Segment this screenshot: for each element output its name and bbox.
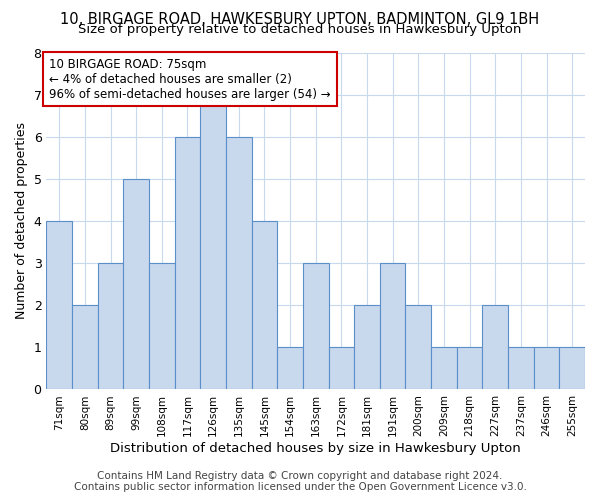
Bar (482, 305, 508, 390)
Bar (329, 348, 354, 390)
Bar (354, 305, 380, 390)
Bar (431, 348, 457, 390)
Bar (98, 263, 124, 390)
Bar (406, 305, 431, 390)
Text: Contains HM Land Registry data © Crown copyright and database right 2024.
Contai: Contains HM Land Registry data © Crown c… (74, 471, 526, 492)
Bar (46, 221, 72, 390)
Bar (559, 348, 585, 390)
Text: Size of property relative to detached houses in Hawkesbury Upton: Size of property relative to detached ho… (79, 22, 521, 36)
Bar (380, 263, 406, 390)
Bar (277, 348, 303, 390)
Y-axis label: Number of detached properties: Number of detached properties (15, 122, 28, 320)
Bar (72, 305, 98, 390)
Bar (149, 263, 175, 390)
Bar (251, 221, 277, 390)
Bar (457, 348, 482, 390)
Bar (508, 348, 534, 390)
X-axis label: Distribution of detached houses by size in Hawkesbury Upton: Distribution of detached houses by size … (110, 442, 521, 455)
Bar (175, 136, 200, 390)
Bar (226, 136, 251, 390)
Bar (534, 348, 559, 390)
Text: 10, BIRGAGE ROAD, HAWKESBURY UPTON, BADMINTON, GL9 1BH: 10, BIRGAGE ROAD, HAWKESBURY UPTON, BADM… (61, 12, 539, 28)
Bar (124, 179, 149, 390)
Text: 10 BIRGAGE ROAD: 75sqm
← 4% of detached houses are smaller (2)
96% of semi-detac: 10 BIRGAGE ROAD: 75sqm ← 4% of detached … (49, 58, 331, 100)
Bar (200, 94, 226, 390)
Bar (303, 263, 329, 390)
